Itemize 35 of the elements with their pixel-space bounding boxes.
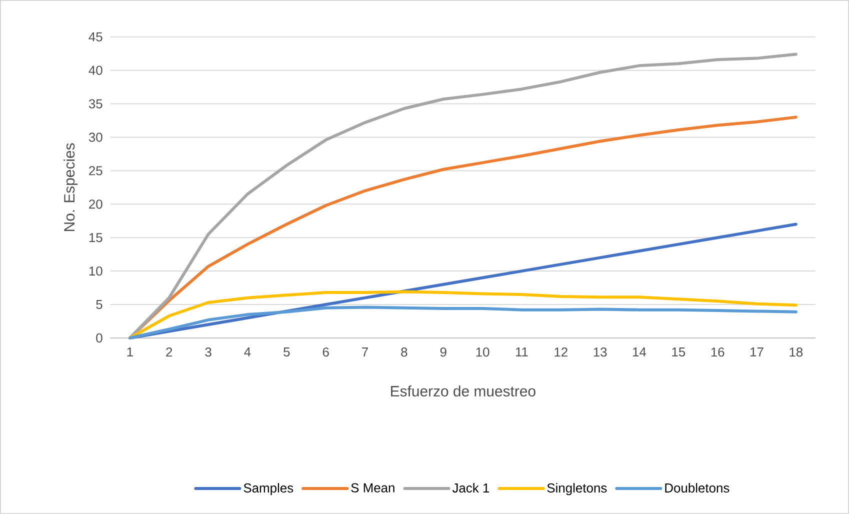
x-tick-label: 18 xyxy=(790,348,803,357)
x-tick-label: 2 xyxy=(166,348,172,357)
legend-label: Doubletons xyxy=(665,483,730,493)
x-tick-label: 12 xyxy=(554,348,568,357)
y-tick-label: 45 xyxy=(88,32,102,42)
y-tick-label: 10 xyxy=(89,266,102,276)
y-tick-label: 20 xyxy=(89,200,102,209)
x-tick-label: 15 xyxy=(672,348,686,357)
legend-label: Jack 1 xyxy=(452,483,490,493)
x-tick-label: 3 xyxy=(205,348,212,357)
y-tick-label: 0 xyxy=(96,333,102,343)
x-tick-label: 8 xyxy=(401,348,408,357)
x-tick-label: 9 xyxy=(440,348,446,357)
x-axis-title: Esfuerzo de muestreo xyxy=(391,386,536,397)
y-axis-title: No. Especies xyxy=(64,143,78,231)
x-tick-label: 10 xyxy=(476,348,490,357)
x-tick-label: 1 xyxy=(127,348,133,356)
y-tick-label: 15 xyxy=(89,233,102,242)
x-tick-label: 17 xyxy=(750,348,764,356)
x-tick-label: 7 xyxy=(362,348,368,356)
x-tick-label: 11 xyxy=(516,348,528,356)
y-tick-label: 5 xyxy=(96,300,102,310)
legend-label: Samples xyxy=(244,483,294,496)
x-tick-label: 16 xyxy=(711,348,724,357)
y-tick-label: 35 xyxy=(88,99,102,108)
x-tick-label: 5 xyxy=(284,348,290,357)
legend-label: S Mean xyxy=(351,483,394,492)
x-tick-label: 6 xyxy=(322,348,329,357)
x-tick-label: 14 xyxy=(633,348,646,356)
y-tick-label: 30 xyxy=(88,132,102,142)
x-tick-label: 13 xyxy=(594,348,607,357)
y-tick-label: 40 xyxy=(88,66,102,75)
x-tick-label: 4 xyxy=(244,348,251,356)
legend-label: Singletons xyxy=(547,483,607,496)
y-tick-label: 25 xyxy=(89,166,102,176)
